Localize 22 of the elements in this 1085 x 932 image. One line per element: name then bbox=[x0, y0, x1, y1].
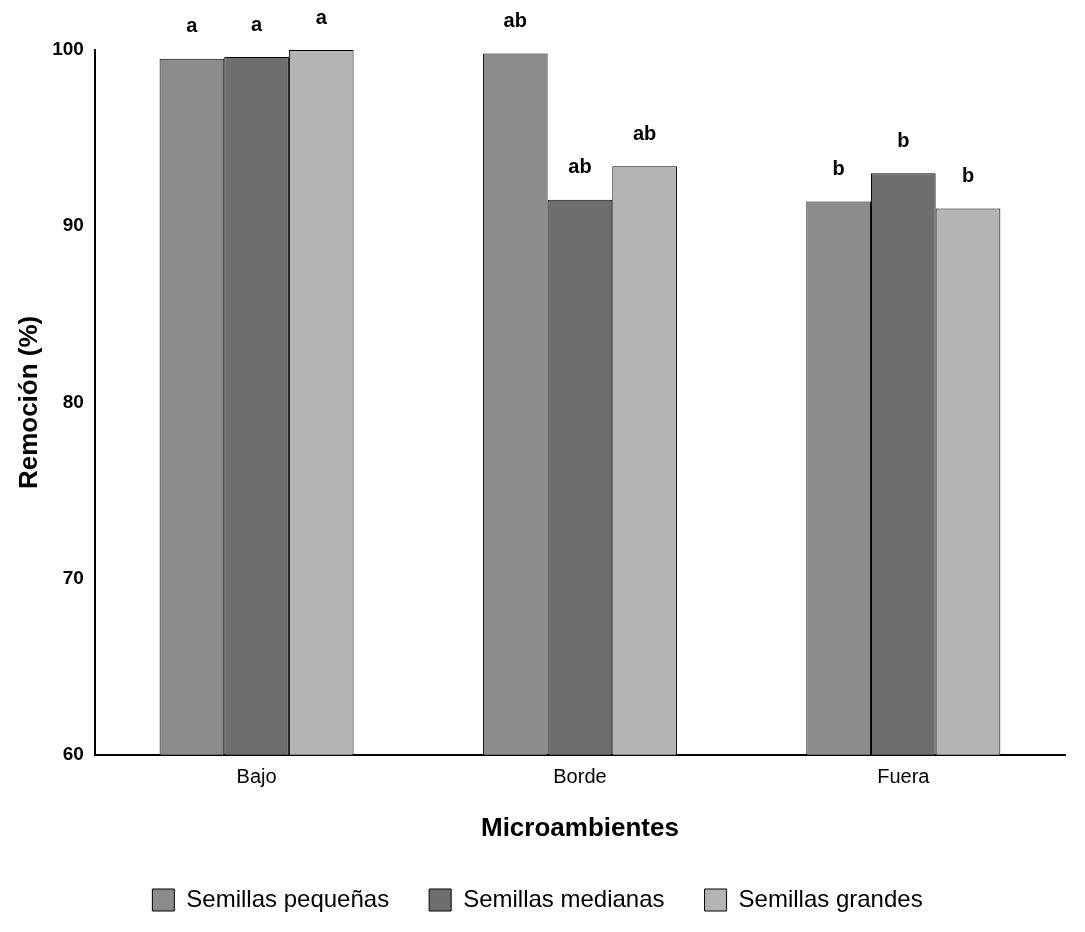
data-label: ab bbox=[568, 155, 592, 178]
data-label: a bbox=[251, 12, 264, 35]
data-label: b bbox=[897, 128, 910, 151]
y-tick-label: 80 bbox=[62, 390, 84, 412]
data-label: b bbox=[961, 164, 975, 187]
y-tick-label: 70 bbox=[62, 566, 84, 588]
y-tick-label: 90 bbox=[62, 214, 84, 236]
data-label: ab bbox=[632, 121, 657, 144]
y-axis-title: Remoción (%) bbox=[12, 315, 43, 490]
x-tick-label: Fuera bbox=[877, 765, 931, 788]
legend-label: Semillas medianas bbox=[463, 884, 665, 912]
y-tick-label: 100 bbox=[52, 38, 84, 60]
data-label: a bbox=[315, 5, 328, 28]
data-label: b bbox=[832, 157, 845, 180]
y-tick-label: 60 bbox=[62, 743, 84, 765]
data-label: ab bbox=[503, 9, 527, 32]
legend-label: Semillas pequeñas bbox=[186, 884, 390, 912]
legend-label: Semillas grandes bbox=[738, 884, 923, 912]
data-label: a bbox=[186, 14, 199, 37]
x-axis-title: Microambientes bbox=[480, 811, 679, 842]
x-tick-label: Borde bbox=[553, 765, 607, 788]
x-tick-label: Bajo bbox=[236, 765, 277, 788]
